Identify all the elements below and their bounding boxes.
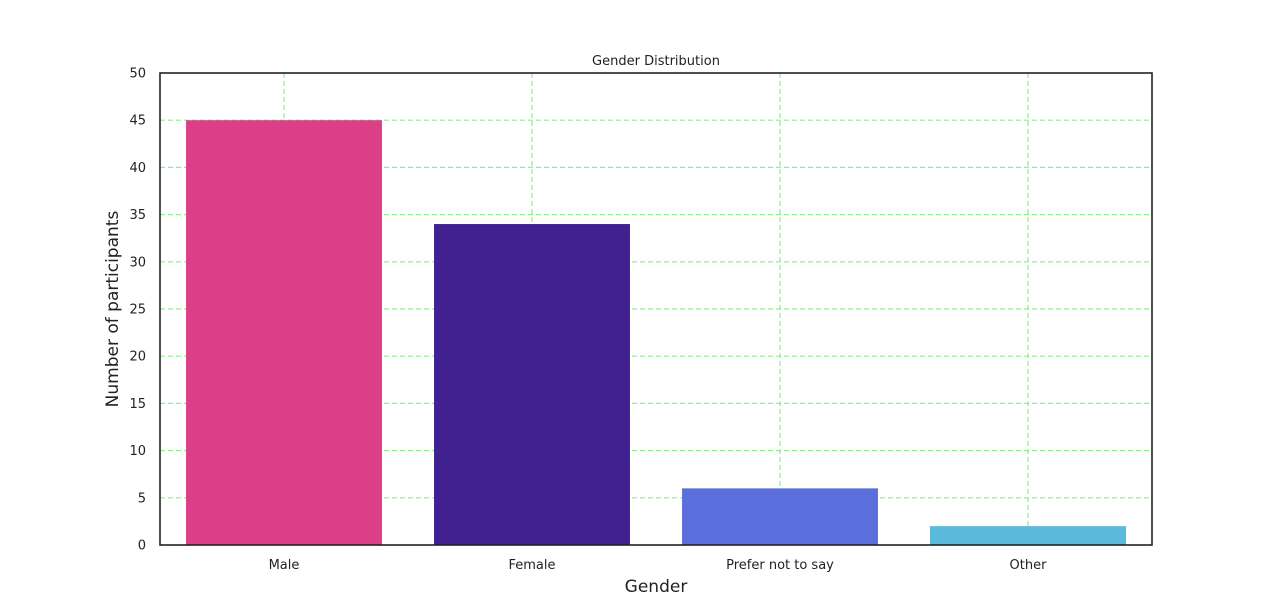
bars — [186, 120, 1126, 546]
y-tick-label: 35 — [129, 208, 146, 223]
y-tick-label: 25 — [129, 303, 146, 318]
y-tick-label: 0 — [138, 539, 146, 554]
y-tick-label: 10 — [129, 444, 146, 459]
bar-female — [434, 224, 630, 546]
plot-frame — [159, 72, 1153, 546]
y-axis-ticks: 0 5 10 15 20 25 30 35 40 45 50 — [129, 67, 146, 554]
y-tick-label: 40 — [129, 161, 146, 176]
bar-other — [930, 526, 1126, 545]
grid-lines — [160, 73, 1152, 545]
y-tick-label: 45 — [129, 114, 146, 129]
y-tick-label: 15 — [129, 397, 146, 412]
y-tick-label: 20 — [129, 350, 146, 365]
y-tick-label: 50 — [129, 67, 146, 82]
x-tick-label: Male — [269, 558, 300, 573]
x-tick-label: Female — [508, 558, 555, 573]
chart-title: Gender Distribution — [592, 54, 720, 69]
x-axis-ticks: Male Female Prefer not to say Other — [269, 558, 1048, 573]
x-tick-label: Prefer not to say — [726, 558, 834, 573]
bar-male — [186, 120, 382, 545]
x-tick-label: Other — [1010, 558, 1048, 573]
bar-prefer-not-to-say — [682, 488, 878, 545]
y-tick-label: 5 — [138, 491, 146, 506]
y-tick-label: 30 — [129, 255, 146, 270]
x-axis-label: Gender — [625, 577, 688, 597]
y-axis-label: Number of participants — [103, 211, 123, 408]
